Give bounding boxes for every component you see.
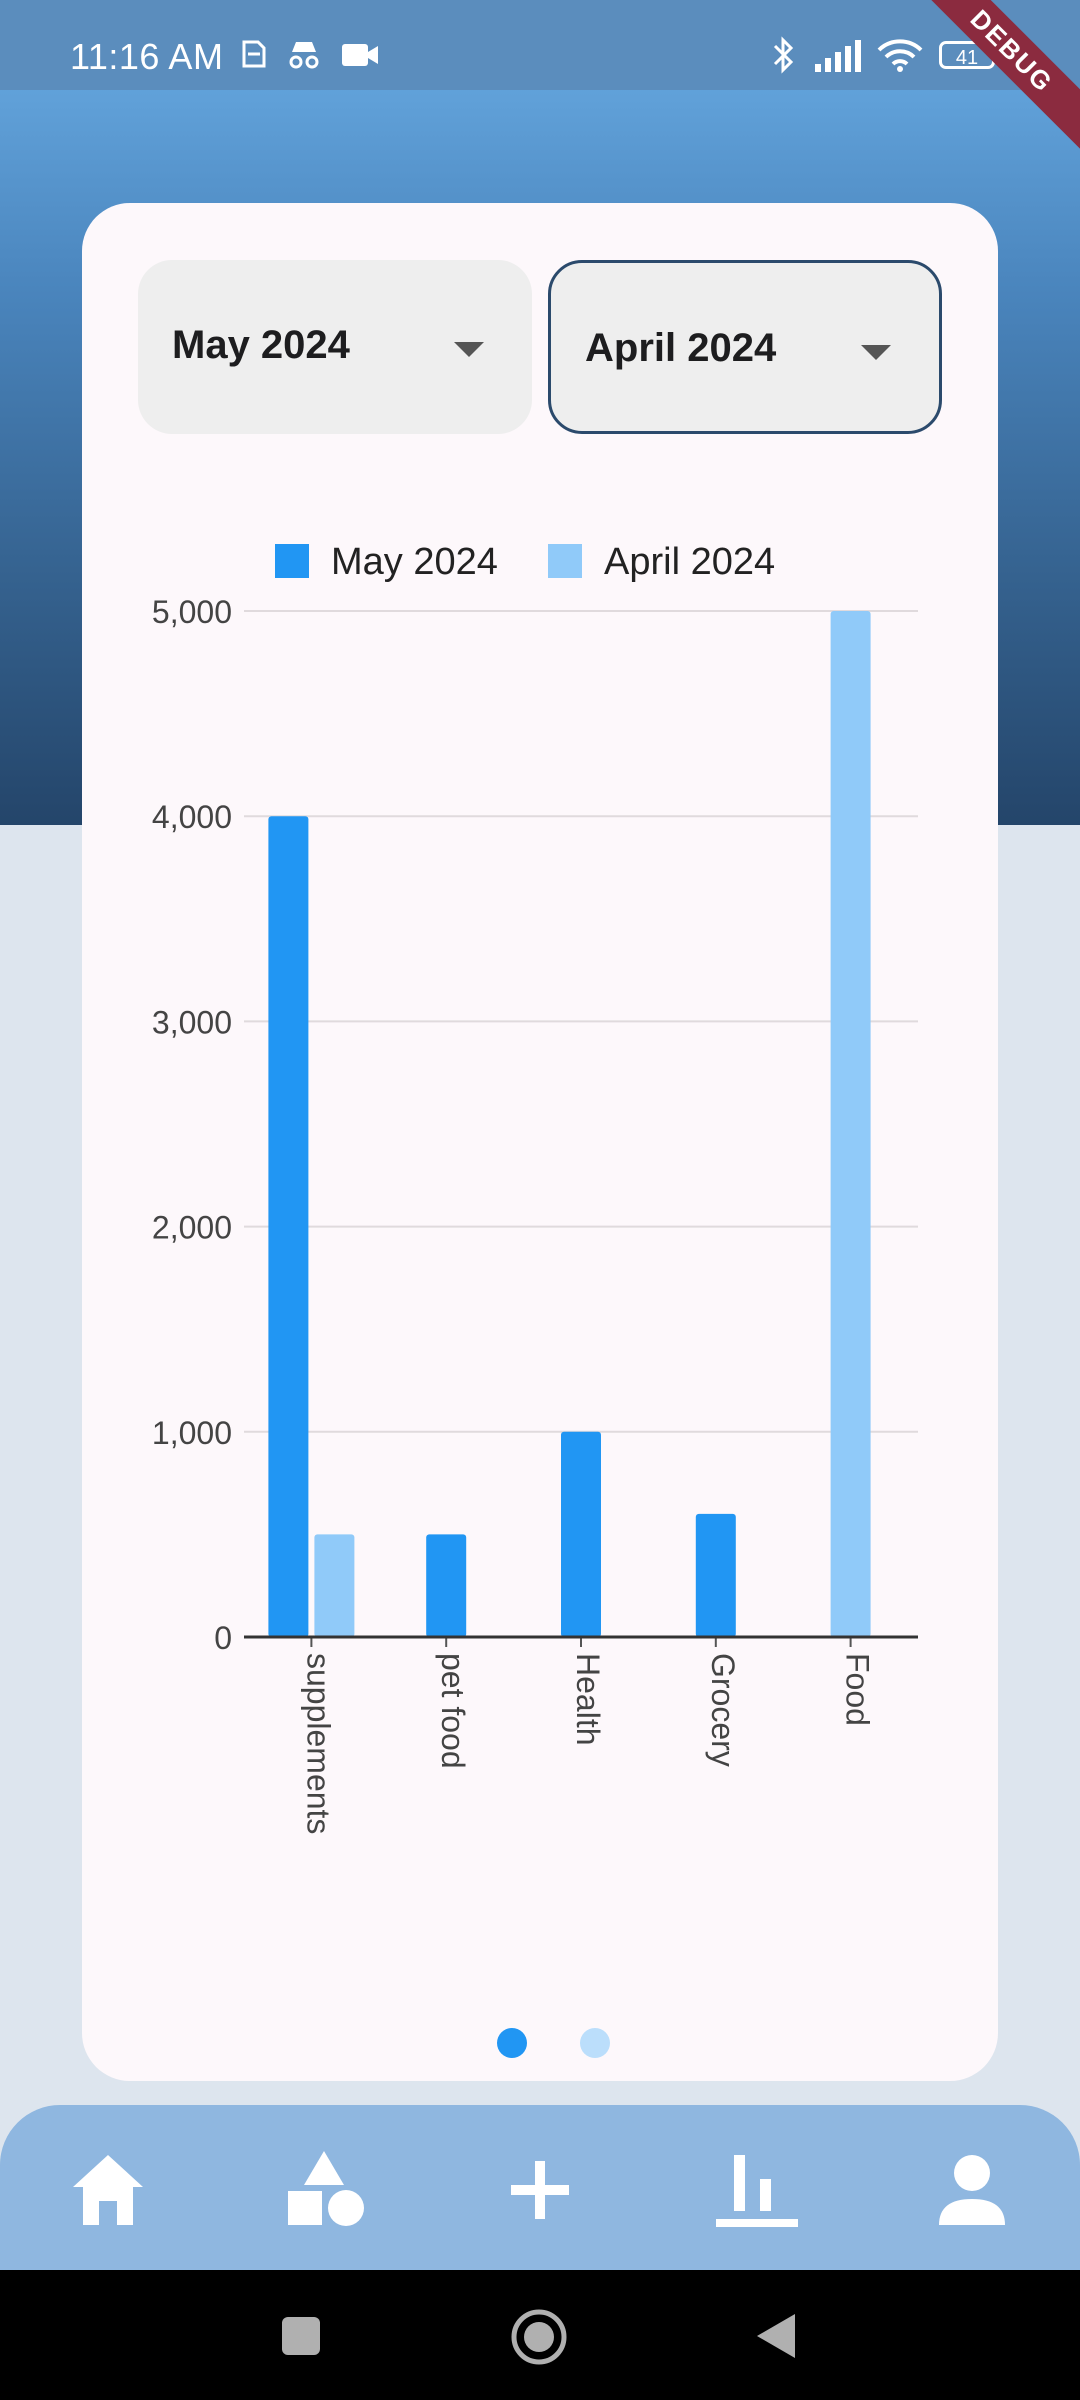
status-time: 11:16 AM [70, 36, 224, 77]
bar-supplements [268, 816, 309, 1637]
legend-swatch [548, 544, 582, 578]
nav-profile[interactable] [927, 2145, 1017, 2235]
wifi-icon [877, 39, 923, 72]
recents-icon[interactable] [280, 2315, 322, 2357]
bar-pet-food [426, 1534, 467, 1637]
nav-home[interactable] [63, 2145, 153, 2235]
profile-icon [939, 2155, 1005, 2225]
system-navigation-bar [0, 2270, 1080, 2400]
y-tick-label: 1,000 [152, 1415, 232, 1451]
nav-add[interactable] [495, 2145, 585, 2235]
month-select-compare[interactable]: April 2024 [548, 260, 942, 434]
legend-swatch [275, 544, 309, 578]
signal-icon [815, 40, 861, 72]
legend-label: May 2024 [331, 541, 498, 583]
y-tick-label: 5,000 [152, 594, 232, 630]
stats-icon [716, 2155, 798, 2227]
chevron-down-icon [454, 342, 484, 357]
battery-level: 41 [955, 47, 979, 69]
x-tick-label: pet food [435, 1653, 471, 1769]
page-dot[interactable] [497, 2028, 527, 2058]
nav-stats[interactable] [712, 2145, 802, 2235]
x-tick-label: Food [840, 1653, 876, 1726]
page-dot[interactable] [580, 2028, 610, 2058]
nav-categories[interactable] [280, 2145, 370, 2235]
y-tick-label: 2,000 [152, 1210, 232, 1246]
bar-food [830, 611, 871, 1637]
bottom-navigation [0, 2105, 1080, 2270]
month-select-primary-value: May 2024 [172, 323, 350, 367]
month-select-primary[interactable]: May 2024 [138, 260, 532, 434]
bluetooth-icon [773, 36, 794, 74]
home-icon [73, 2155, 143, 2225]
y-tick-label: 0 [214, 1620, 232, 1656]
x-tick-label: Health [570, 1653, 606, 1746]
chart-card: May 2024 April 2024 0 1,000 2,000 3,000 4,00… [82, 203, 998, 2081]
add-icon [511, 2161, 569, 2219]
x-tick-label: supplements [300, 1653, 336, 1834]
bar-chart: 0 1,000 2,000 3,000 4,000 5,000 May 2024 April … [152, 541, 918, 1834]
home-button-icon[interactable] [510, 2308, 568, 2366]
legend-label: April 2024 [604, 541, 775, 583]
categories-icon [288, 2151, 364, 2226]
x-tick-label: Grocery [705, 1653, 741, 1767]
month-select-compare-value: April 2024 [585, 326, 777, 370]
bar-health [561, 1431, 601, 1637]
back-icon[interactable] [755, 2312, 797, 2360]
status-bar: 11:16 AM [0, 0, 1080, 90]
y-tick-label: 3,000 [152, 1004, 232, 1040]
video-camera-icon [342, 44, 378, 66]
bar-supplements [314, 1534, 355, 1637]
incognito-icon [289, 42, 319, 69]
sim-icon [242, 40, 266, 68]
chevron-down-icon [861, 345, 891, 360]
y-tick-label: 4,000 [152, 799, 232, 835]
bar-grocery [695, 1513, 736, 1637]
